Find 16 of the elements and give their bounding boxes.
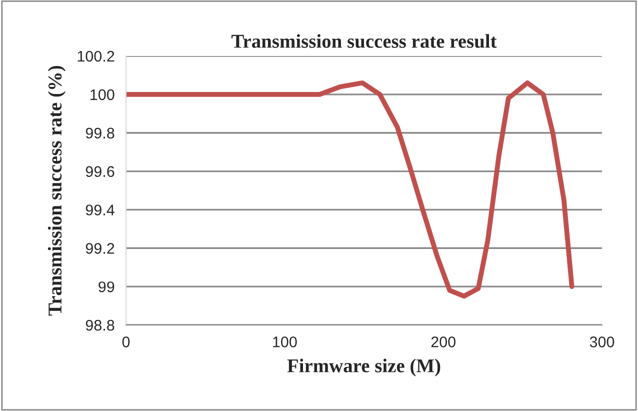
y-tick-label: 99.4 <box>86 204 114 216</box>
y-tick-label: 99.6 <box>86 166 114 177</box>
y-tick-label: 100.2 <box>78 50 114 62</box>
y-axis-title: Transmission success rate (%) <box>48 66 66 316</box>
y-tick-label: 100 <box>90 89 114 100</box>
x-tick-label: 200 <box>431 336 456 348</box>
x-tick-label: 100 <box>273 336 297 348</box>
y-tick-label: 99.2 <box>86 243 114 254</box>
x-tick-label: 300 <box>590 336 614 348</box>
x-axis-title: Firmware size (M) <box>287 358 440 376</box>
y-tick-label: 99.8 <box>86 128 114 139</box>
x-tick-label: 0 <box>122 336 130 348</box>
line-series <box>126 80 574 299</box>
y-tick-label: 98.8 <box>86 320 114 331</box>
y-tick-label: 99 <box>98 281 114 292</box>
chart-title: Transmission success rate result <box>232 34 497 48</box>
